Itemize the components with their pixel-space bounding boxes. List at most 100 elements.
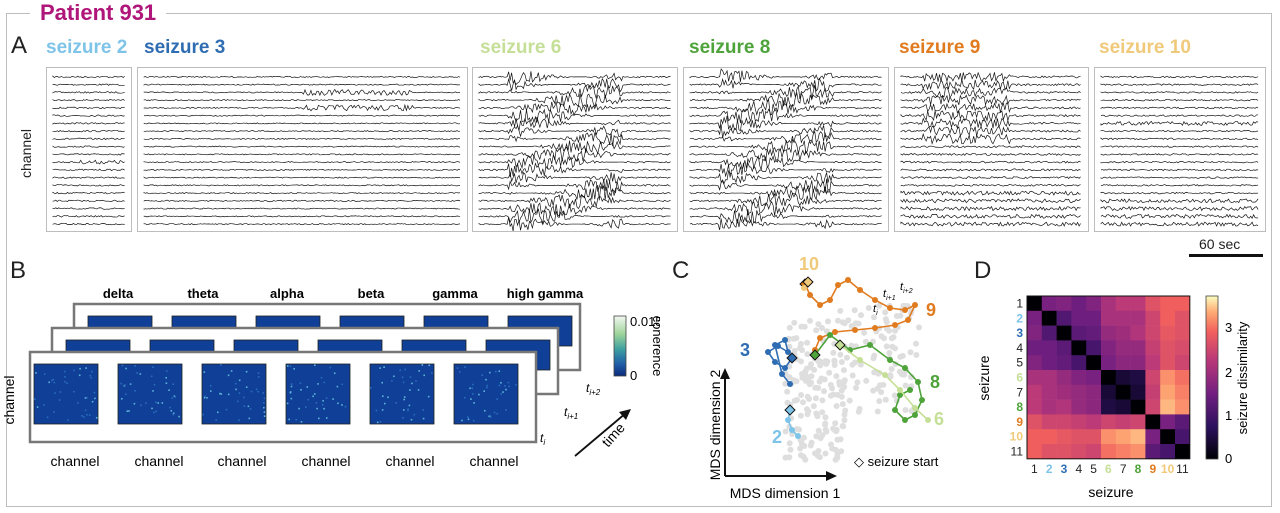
mds-background-point — [784, 388, 791, 395]
heatmap-xtick: 4 — [1075, 462, 1082, 476]
coherence-speckle — [248, 417, 251, 420]
heatmap-xtick: 6 — [1105, 462, 1112, 476]
eeg-channel-trace — [143, 168, 461, 171]
heatmap-cell — [1086, 310, 1102, 326]
eeg-channel-trace — [143, 122, 461, 125]
coherence-speckle — [219, 392, 221, 395]
heatmap-cell — [1027, 310, 1043, 326]
mds-background-point — [840, 367, 847, 374]
panel-a-ylabel: channel — [18, 128, 34, 178]
mds-background-point — [913, 340, 919, 347]
eeg-channel-trace — [900, 94, 1081, 106]
coherence-speckle — [263, 411, 266, 413]
coherence-speckle — [166, 370, 168, 372]
mds-background-point — [832, 420, 839, 427]
coherence-speckle — [64, 381, 66, 383]
coherence-speckle — [238, 419, 240, 421]
eeg-channel-trace — [478, 146, 671, 162]
eeg-channel-trace — [143, 88, 461, 97]
mds-background-point — [897, 353, 904, 360]
coherence-speckle — [203, 396, 206, 399]
coherence-speckle — [410, 418, 413, 421]
eeg-channel-trace — [689, 184, 882, 201]
eeg-channel-trace — [689, 216, 882, 231]
eeg-channel-trace — [478, 108, 671, 124]
heatmap-cell — [1086, 414, 1102, 430]
mds-background-point — [798, 340, 804, 347]
coherence-speckle — [125, 393, 127, 395]
traj-8-start-marker — [809, 349, 821, 361]
coherence-speckle — [483, 390, 485, 392]
mds-background-point — [804, 406, 810, 413]
traj-3-path — [766, 338, 793, 385]
mds-background-point — [886, 350, 893, 356]
coherence-speckle — [427, 395, 430, 398]
coherence-speckle — [52, 378, 55, 381]
coherence-speckle — [307, 398, 310, 401]
eeg-channel-trace — [143, 153, 461, 156]
heatmap-cell — [1101, 444, 1117, 460]
coherence-speckle — [54, 392, 56, 394]
heatmap-cell — [1041, 429, 1057, 445]
heatmap-cell — [1086, 355, 1102, 371]
heatmap-cell — [1160, 399, 1176, 415]
traj-9-point — [817, 335, 823, 341]
mds-background-point — [804, 411, 811, 418]
heatmap-ytick: 3 — [1016, 326, 1023, 340]
panel-letter-a: A — [11, 32, 28, 59]
traj-9-point — [827, 297, 833, 303]
coherence-speckle — [470, 398, 472, 400]
heatmap-cell — [1071, 399, 1087, 415]
eeg-channel-trace — [143, 223, 461, 226]
eeg-channel-trace — [689, 192, 882, 207]
eeg-channel-trace — [478, 184, 671, 201]
coherence-speckle — [484, 409, 486, 412]
coherence-speckle — [481, 374, 483, 376]
xlabel-1: channel — [50, 453, 99, 469]
coherence-matrix — [369, 363, 435, 425]
eeg-channel-trace — [900, 110, 1081, 122]
coherence-speckle — [263, 402, 265, 404]
heatmap-cell — [1027, 444, 1043, 460]
traj-9-point — [872, 297, 878, 303]
traj-9-point — [902, 307, 908, 313]
mds-background-point — [800, 399, 806, 406]
mds-background-point — [821, 376, 828, 383]
traj-label-8: 8 — [930, 372, 940, 392]
coherence-speckle — [289, 391, 292, 393]
coherence-speckle — [467, 416, 469, 418]
coherence-speckle — [263, 415, 266, 417]
traj-6-point — [912, 405, 918, 411]
mds-background-point — [876, 302, 883, 309]
heatmap-cell — [1041, 310, 1057, 326]
coherence-speckle — [407, 408, 409, 410]
traj-9-point — [905, 317, 911, 323]
eeg-channel-trace — [143, 184, 461, 187]
eeg-channel-trace — [52, 215, 125, 218]
eeg-channel-trace — [1100, 129, 1259, 133]
scale-bar — [1189, 254, 1263, 257]
mds-background-point — [813, 327, 820, 334]
heatmap-cell — [1160, 444, 1176, 460]
coherence-speckle — [217, 411, 219, 414]
mds-background-point — [837, 307, 844, 314]
coherence-speckle — [323, 407, 325, 410]
eeg-channel-trace — [1100, 184, 1259, 187]
traj-8-point — [912, 412, 918, 418]
coherence-speckle — [472, 393, 474, 395]
coherence-speckle — [471, 387, 474, 390]
traj-3-point — [772, 359, 778, 365]
coherence-speckle — [230, 370, 233, 372]
mds-background-point — [842, 407, 849, 414]
mds-background-point — [916, 324, 922, 331]
mds-background-point — [810, 403, 817, 410]
coherence-speckle — [257, 376, 260, 378]
mds-background-point — [784, 399, 791, 406]
coherence-speckle — [262, 392, 265, 394]
mds-background-point — [833, 373, 840, 380]
mds-background-point — [833, 403, 840, 409]
coherence-speckle — [428, 364, 431, 367]
coherence-speckle — [36, 406, 39, 408]
band-label-high-gamma: high gamma — [507, 286, 584, 301]
xlabel-6: channel — [469, 453, 518, 469]
